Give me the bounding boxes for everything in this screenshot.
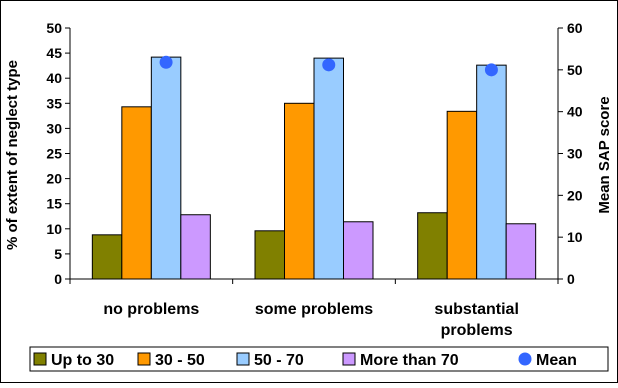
y-tick-label: 45 [46, 45, 62, 61]
legend-swatch [33, 352, 47, 366]
secondary-y-tick-label: 30 [567, 146, 583, 162]
bar-50-70-3 [476, 64, 507, 280]
category-label: no problems [103, 301, 199, 318]
y-tick-label: 25 [46, 146, 62, 162]
mean-marker-1 [159, 55, 173, 69]
bar-30-50-2 [284, 102, 315, 280]
legend-swatch [236, 352, 250, 366]
mean-marker-2 [322, 58, 336, 72]
bar-50-70-1 [150, 56, 182, 280]
bar-30-50-1 [121, 106, 152, 280]
y-tick-label: 50 [46, 20, 62, 36]
bar-more-than-70-3 [505, 223, 537, 280]
y-tick-label: 0 [54, 271, 62, 287]
bar-up-to-30-1 [91, 234, 123, 280]
secondary-y-tick-label: 60 [567, 20, 583, 36]
bar-30-50-3 [446, 110, 478, 280]
legend-label: 50 - 70 [254, 352, 304, 369]
mean-marker-3 [484, 63, 498, 77]
legend [29, 346, 609, 372]
secondary-y-tick-label: 10 [567, 229, 583, 245]
bar-more-than-70-1 [180, 214, 211, 280]
bar-more-than-70-2 [343, 221, 374, 280]
secondary-y-tick-label: 20 [567, 187, 583, 203]
legend-label: 30 - 50 [155, 352, 205, 369]
bar-up-to-30-2 [254, 230, 285, 280]
y-tick-label: 35 [46, 95, 62, 111]
legend-swatch [342, 352, 356, 366]
y-tick-label: 30 [46, 120, 62, 136]
secondary-y-tick-label: 0 [567, 271, 575, 287]
secondary-y-tick-label: 50 [567, 62, 583, 78]
secondary-y-axis-title: Mean SAP score [596, 96, 613, 213]
legend-label: Up to 30 [51, 352, 114, 369]
y-axis-title: % of extent of neglect type [4, 60, 21, 250]
y-tick-label: 15 [46, 196, 62, 212]
category-label: some problems [255, 301, 373, 318]
legend-label: Mean [536, 352, 577, 369]
y-tick-label: 40 [46, 70, 62, 86]
y-tick-label: 20 [46, 171, 62, 187]
legend-label: More than 70 [360, 352, 459, 369]
category-label: problems [441, 322, 513, 339]
y-tick-label: 5 [54, 246, 62, 262]
secondary-y-tick-label: 40 [567, 104, 583, 120]
bar-50-70-2 [313, 57, 344, 280]
legend-swatch [518, 352, 532, 366]
bar-up-to-30-3 [417, 212, 448, 280]
legend-swatch [137, 352, 151, 366]
y-tick-label: 10 [46, 221, 62, 237]
category-label: substantial [434, 301, 518, 318]
